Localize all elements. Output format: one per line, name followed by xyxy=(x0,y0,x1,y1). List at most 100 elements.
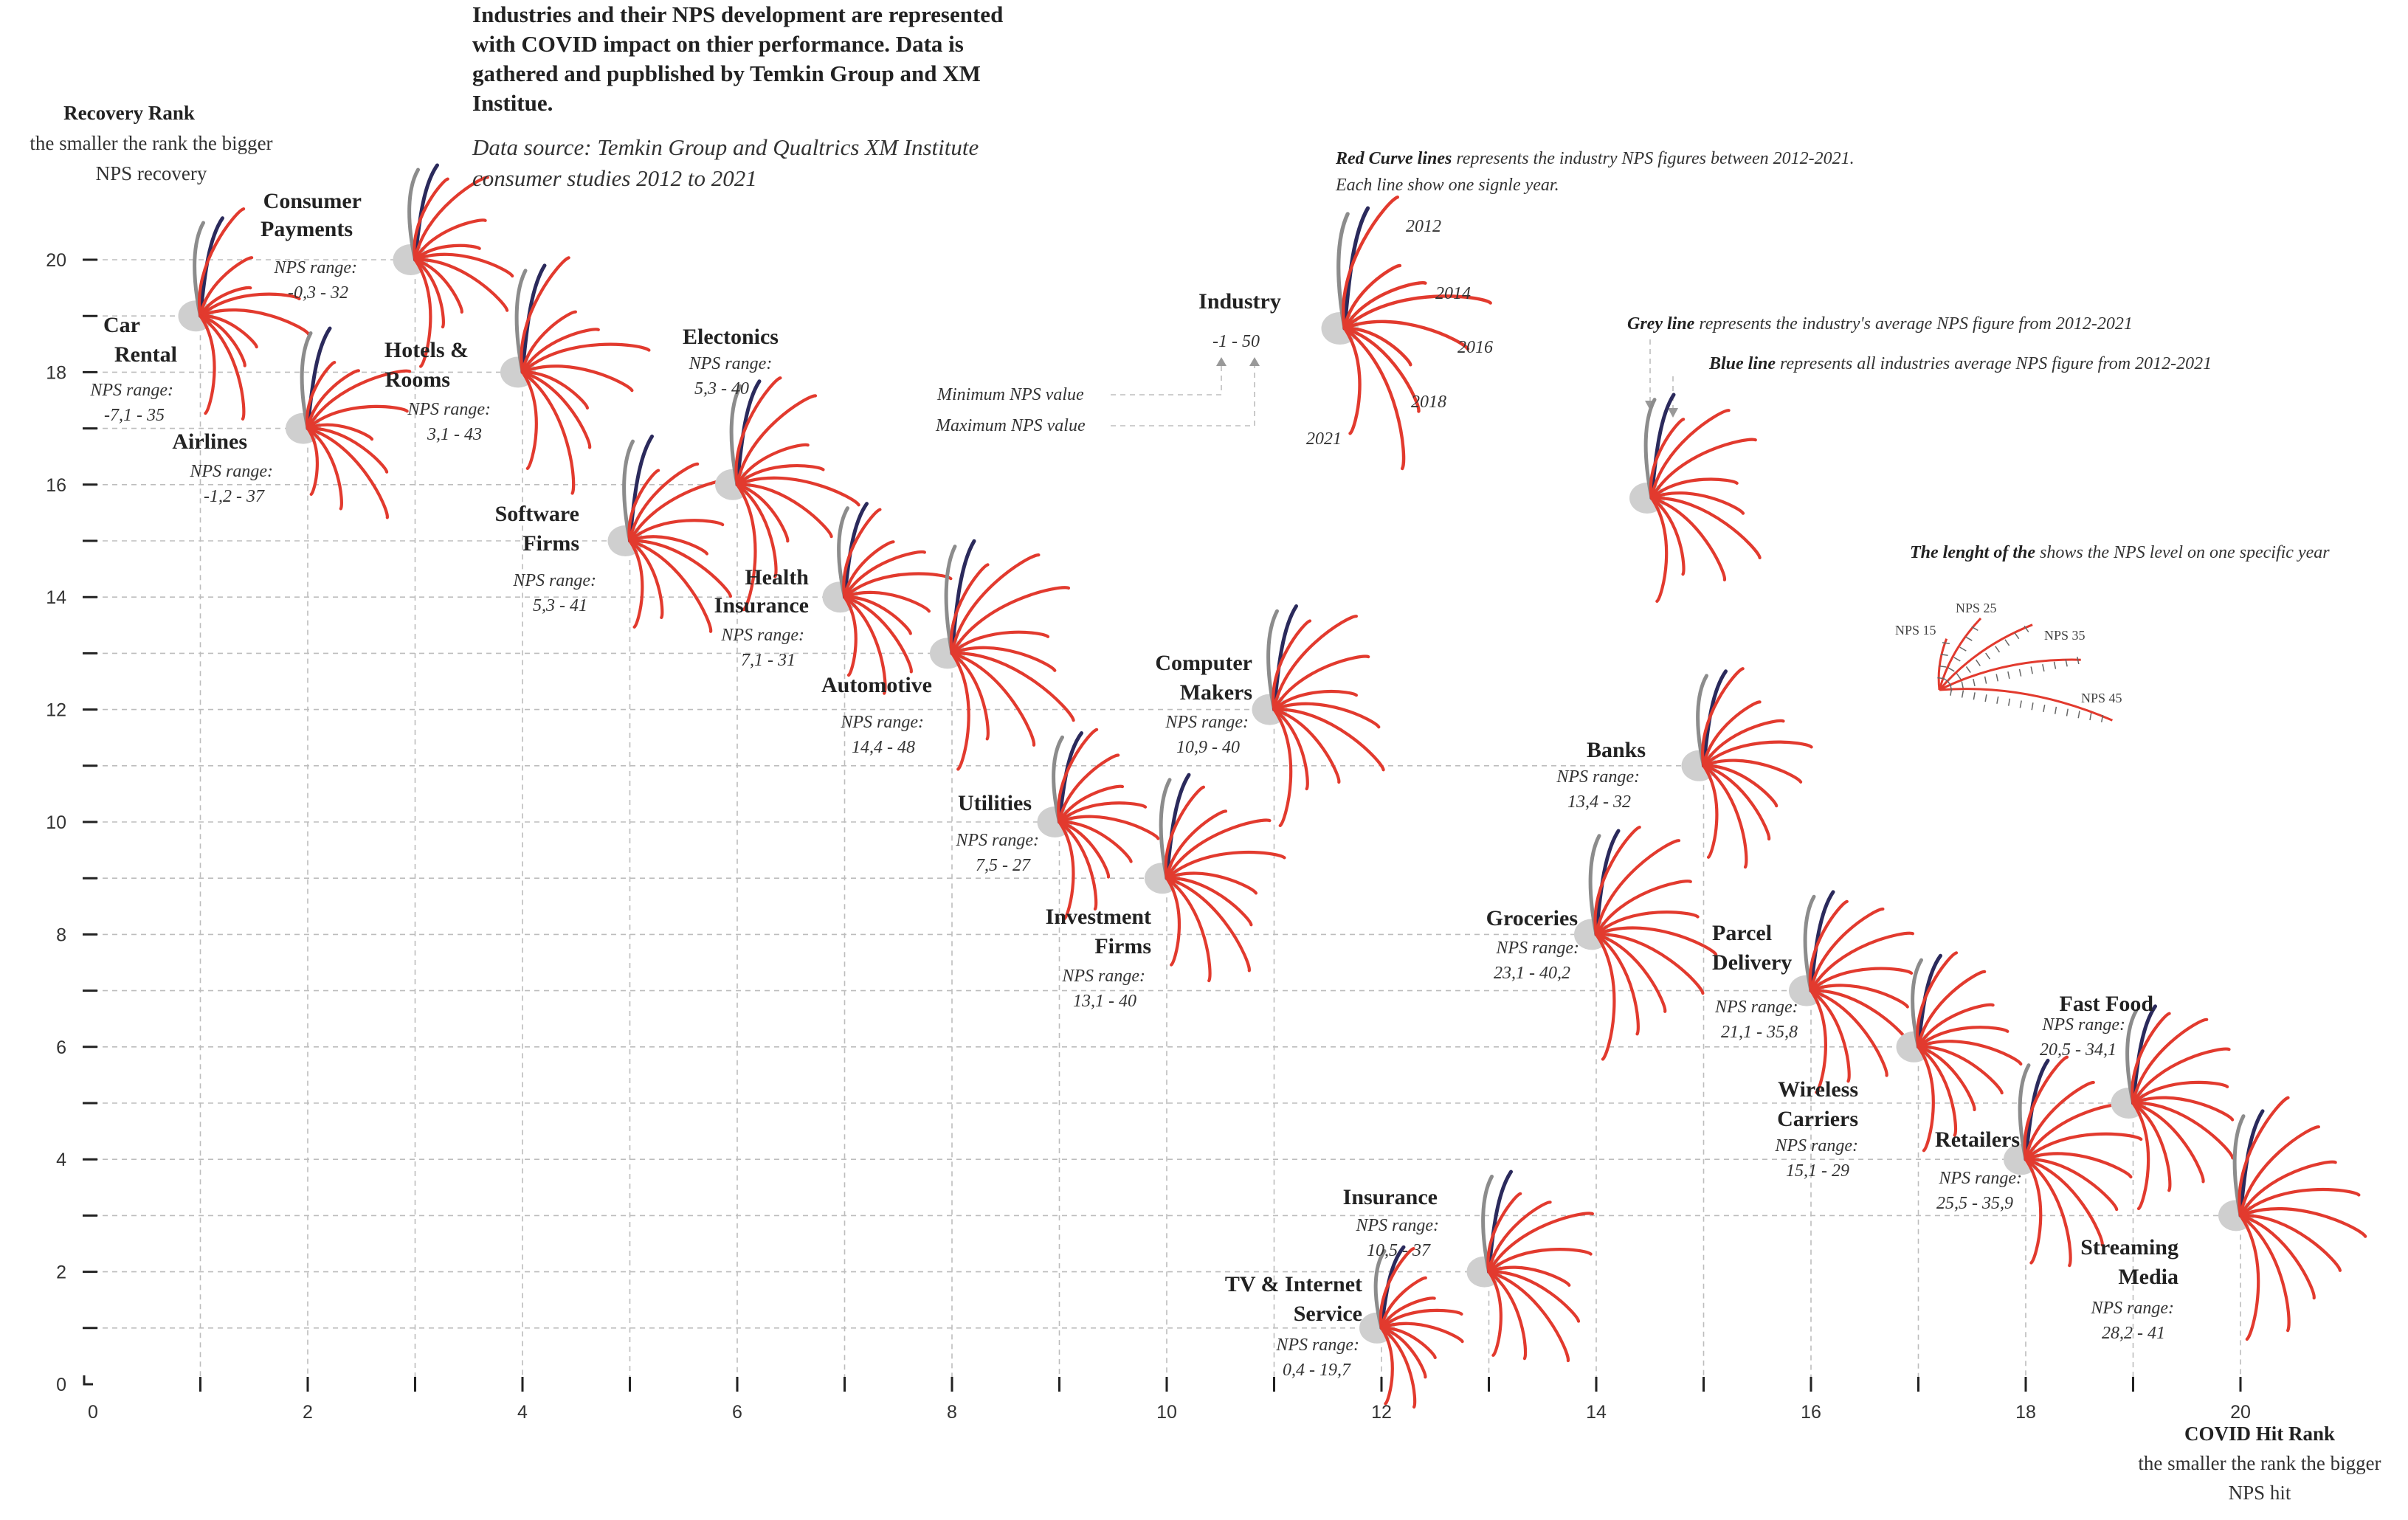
fan-18-fan xyxy=(2111,1004,2235,1211)
fan-8-year-curve-0 xyxy=(1057,728,1099,824)
legend-scale-tick-4-14 xyxy=(2100,714,2104,722)
industry-range-value-6: 7,1 - 31 xyxy=(741,651,796,670)
legend-scale-tick-2-2 xyxy=(1956,673,1962,680)
industry-range-label-18: NPS range: xyxy=(2041,1015,2125,1034)
fan-16-fan xyxy=(1896,951,2023,1153)
legend-example-year-curve-8 xyxy=(1342,326,1362,435)
fan-3-year-curve-7 xyxy=(520,370,576,495)
fan-4-year-curve-8 xyxy=(628,539,644,629)
fan-17-year-curve-0 xyxy=(2023,1055,2069,1161)
fan-9-fan xyxy=(1145,773,1286,983)
fan-1-blue-line xyxy=(306,326,332,431)
legend-year-2012: 2012 xyxy=(1406,217,1441,236)
legend-example-name: Industry xyxy=(1198,289,1281,314)
fan-8-year-curve-1 xyxy=(1058,753,1120,824)
legend-scale-tick-1-6 xyxy=(1971,626,1979,632)
x-tick-label-8: 8 xyxy=(947,1402,957,1423)
industry-label-0: Car Rental NPS range: -7,1 - 35 xyxy=(89,313,177,425)
y-tick-label-2: 2 xyxy=(56,1262,66,1283)
fan-7-year-curve-3 xyxy=(950,630,1050,655)
industry-labels: Car Rental NPS range: -7,1 - 35 Airlines NPS … xyxy=(89,189,2178,1380)
fan-0-year-curve-8 xyxy=(199,314,216,415)
x-tick-label-14: 14 xyxy=(1586,1402,1607,1423)
fan-1-year-curve-7 xyxy=(306,426,343,511)
fan-19-year-curve-3 xyxy=(2238,1187,2361,1217)
fan-8-year-curve-6 xyxy=(1058,820,1111,879)
legend-blue-rest: represents all industries average NPS fi… xyxy=(1776,354,2212,373)
fan-16-year-curve-1 xyxy=(1917,970,1987,1049)
legend-red-text: Red Curve lines represents the industry … xyxy=(1335,149,1855,168)
industry-range-value-12: 10,5 - 37 xyxy=(1367,1241,1431,1260)
fan-0-year-curve-6 xyxy=(199,314,246,367)
fan-2-grey-line xyxy=(407,167,420,262)
industry-label-16: Wireless Carriers NPS range: 15,1 - 29 xyxy=(1774,1077,1858,1181)
fan-5-year-curve-8 xyxy=(735,483,757,612)
legend-scale-tick-0-2 xyxy=(1939,665,1947,668)
industry-name-3-1: Rooms xyxy=(385,367,450,392)
legend-year-2018: 2018 xyxy=(1411,393,1446,412)
fan-2-year-curve-7 xyxy=(413,258,445,329)
fan-7-year-curve-1 xyxy=(950,553,1041,655)
legend-scale-tick-1-2 xyxy=(1948,667,1955,672)
industry-name-15-0: Parcel xyxy=(1712,921,1772,945)
fan-18-year-curve-1 xyxy=(2131,1018,2209,1105)
x-tick-label-0: 0 xyxy=(88,1402,98,1423)
fan-16-year-curve-7 xyxy=(1917,1045,1958,1137)
fan-19-year-curve-5 xyxy=(2238,1214,2342,1272)
fan-8-year-curve-3 xyxy=(1058,801,1148,824)
legend-example-range: -1 - 50 xyxy=(1212,332,1260,351)
legend-scale-tick-3-12 xyxy=(2077,657,2080,665)
legend-example-year-curve-2 xyxy=(1342,281,1427,331)
legend-blue-arrow-icon xyxy=(1668,408,1678,418)
fan-15-fan xyxy=(1789,890,1914,1094)
x-tick-label-18: 18 xyxy=(2015,1402,2036,1423)
industry-name-14-0: Banks xyxy=(1587,738,1646,762)
legend-scale-tick-3-2 xyxy=(1961,681,1964,689)
industry-range-value-10: 10,9 - 40 xyxy=(1176,738,1240,757)
fan-6-year-curve-5 xyxy=(843,595,912,635)
legend-min-arrow-icon xyxy=(1216,357,1227,366)
fan-12-year-curve-8 xyxy=(1487,1270,1503,1357)
industry-range-label-6: NPS range: xyxy=(720,626,804,645)
fan-18-year-curve-2 xyxy=(2131,1047,2231,1105)
industry-label-4: Software Firms NPS range: 5,3 - 41 xyxy=(495,502,596,615)
legend-scale-tick-4-3 xyxy=(1973,692,1976,700)
source-line-2: consumer studies 2012 to 2021 xyxy=(472,165,757,191)
y-axis-sub-2: NPS recovery xyxy=(96,162,207,184)
industry-range-label-7: NPS range: xyxy=(840,713,924,732)
title-block: Industries and their NPS development are… xyxy=(472,1,1003,191)
legend-length-rest: shows the NPS level on one specific year xyxy=(2035,543,2330,562)
fan-7-year-curve-8 xyxy=(950,652,970,771)
fan-8-year-curve-5 xyxy=(1058,820,1133,863)
x-axis-title: COVID Hit Rank xyxy=(2184,1423,2335,1445)
fan-0-year-curve-0 xyxy=(197,207,246,318)
fan-13-year-curve-3 xyxy=(1594,911,1700,936)
industry-range-label-3: NPS range: xyxy=(407,400,491,419)
y-axis-sub-1: the smaller the rank the bigger xyxy=(30,132,272,154)
industry-name-0-0: Car xyxy=(103,313,140,337)
legend-scale-tick-2-5 xyxy=(1985,652,1991,660)
fan-12-year-curve-0 xyxy=(1486,1192,1522,1274)
legend-grey-rest: represents the industry's average NPS fi… xyxy=(1694,314,2133,334)
industry-range-label-15: NPS range: xyxy=(1714,998,1798,1017)
fan-3-year-curve-4 xyxy=(520,365,634,393)
fan-1-year-curve-1 xyxy=(306,369,360,430)
legend-scale-tick-3-4 xyxy=(1984,676,1987,684)
fan-12-year-curve-6 xyxy=(1487,1270,1570,1363)
fan-13-year-curve-5 xyxy=(1594,933,1705,995)
industry-label-3: Hotels & Rooms NPS range: 3,1 - 43 xyxy=(384,338,491,444)
legend-scale-tick-4-12 xyxy=(2077,711,2080,719)
legend-example-blue-line xyxy=(1342,206,1370,331)
fan-14-year-curve-4 xyxy=(1702,759,1803,784)
industry-range-value-14: 13,4 - 32 xyxy=(1567,792,1631,812)
legend-scale-curve-1 xyxy=(1938,617,1982,691)
fan-11-year-curve-5 xyxy=(1379,1326,1437,1359)
fan-2-year-curve-3 xyxy=(413,243,481,262)
industry-name-8-0: Utilities xyxy=(958,791,1032,815)
fan-7-year-curve-4 xyxy=(950,646,1057,672)
industry-range-value-15: 21,1 - 35,8 xyxy=(1721,1023,1798,1042)
fan-5-year-curve-0 xyxy=(734,376,782,486)
x-axis-sub-1: the smaller the rank the bigger xyxy=(2138,1452,2381,1474)
legend-year-2016: 2016 xyxy=(1457,338,1493,357)
fan-14-year-curve-2 xyxy=(1702,719,1785,767)
